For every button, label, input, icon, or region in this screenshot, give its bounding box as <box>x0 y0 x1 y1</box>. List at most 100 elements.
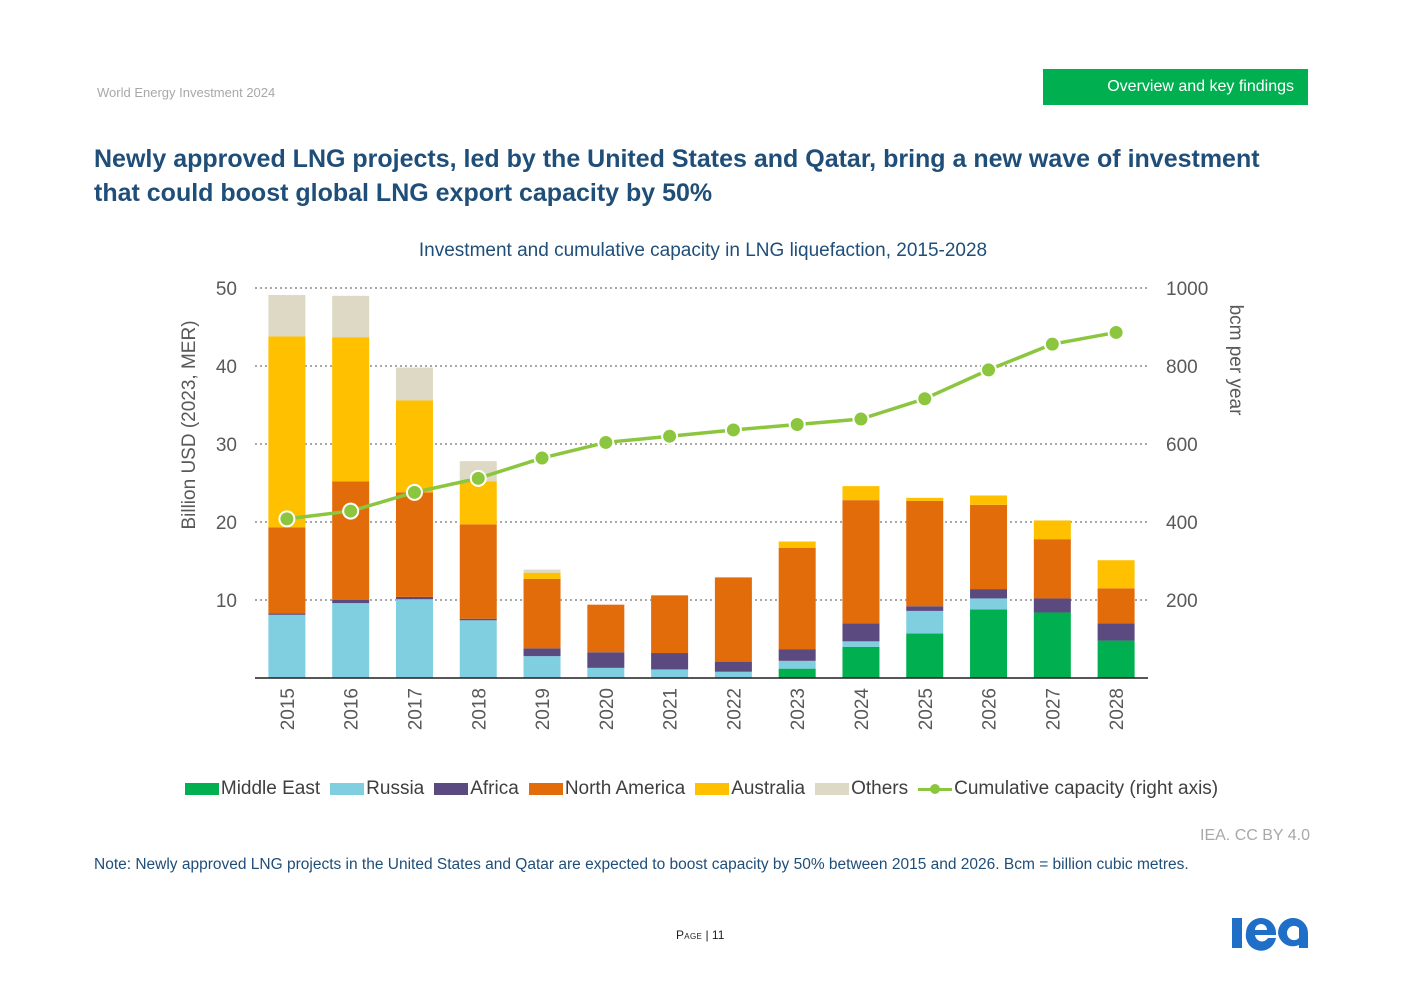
x-tick-label: 2016 <box>342 688 363 730</box>
bar-segment-middle-east <box>842 646 880 678</box>
bar-segment-north-america <box>1033 539 1071 599</box>
bar-segment-russia <box>714 671 752 678</box>
bar-segment-north-america <box>459 524 497 619</box>
bar-segment-middle-east <box>1033 612 1071 678</box>
page-number: Page | 11 <box>676 928 724 942</box>
gridlines: 10 200 20 400 30 600 40 800 50 1000 <box>216 279 1208 612</box>
legend-swatch <box>184 783 219 795</box>
x-tick-label: 2026 <box>980 688 1001 730</box>
bar-segment-africa <box>906 606 944 611</box>
x-tick-label: 2023 <box>788 688 809 730</box>
section-tab[interactable]: Overview and key findings <box>1043 69 1308 105</box>
bar-segment-australia <box>332 337 370 482</box>
bar-segment-africa <box>970 589 1008 599</box>
y2-tick-label: 400 <box>1166 513 1198 534</box>
bar-segment-africa <box>268 613 306 615</box>
bar-segment-russia <box>842 641 880 647</box>
x-tick-label: 2027 <box>1043 688 1064 730</box>
bar-segment-middle-east <box>1097 640 1135 678</box>
page-number-value: 11 <box>711 928 725 942</box>
bar-segment-middle-east <box>970 609 1008 678</box>
legend-item: Others <box>815 778 908 800</box>
x-tick-label: 2019 <box>533 688 554 730</box>
y2-tick-label: 800 <box>1166 357 1198 378</box>
bar-segment-russia <box>395 599 433 678</box>
bar-segment-russia <box>459 620 497 678</box>
bar-segment-north-america <box>842 500 880 624</box>
cumulative-capacity-point <box>597 433 615 451</box>
bar-stacks <box>268 295 1135 678</box>
bar-segment-australia <box>268 336 306 528</box>
bar-segment-others <box>332 295 370 338</box>
bar-segment-russia <box>970 598 1008 610</box>
bar-segment-north-america <box>906 500 944 607</box>
chart-legend: Middle East Russia Africa North America Aust… <box>0 778 1403 800</box>
bar-segment-russia <box>587 667 625 678</box>
legend-item: Russia <box>330 778 424 800</box>
bar-segment-north-america <box>970 504 1008 590</box>
bar-segment-australia <box>970 495 1008 505</box>
bar-segment-africa <box>651 653 689 670</box>
cumulative-capacity-point <box>916 390 934 408</box>
legend-label: Africa <box>470 778 519 799</box>
iea-logo-icon[interactable] <box>1232 914 1310 952</box>
cumulative-capacity-point <box>469 469 487 487</box>
bar-segment-russia <box>268 614 306 678</box>
cumulative-capacity-point <box>278 510 296 528</box>
x-tick-label: 2015 <box>278 688 299 730</box>
page-title: Newly approved LNG projects, led by the … <box>94 145 1260 207</box>
page-label: Page <box>676 928 703 942</box>
legend-label: Others <box>851 778 909 799</box>
bar-segment-australia <box>1097 560 1135 589</box>
bar-segment-russia <box>523 656 561 678</box>
bar-segment-north-america <box>523 578 561 649</box>
bar-segment-australia <box>906 497 944 501</box>
bar-segment-russia <box>332 603 370 678</box>
bar-segment-africa <box>1033 598 1071 613</box>
cumulative-capacity-point <box>661 427 679 445</box>
legend-swatch <box>434 783 469 795</box>
cumulative-capacity-point <box>342 502 360 520</box>
legend-item: Cumulative capacity (right axis) <box>918 778 1218 800</box>
legend-label: Cumulative capacity (right axis) <box>954 778 1219 799</box>
legend-item: Africa <box>434 778 519 800</box>
legend-label: Australia <box>731 778 806 799</box>
section-tab-label: Overview and key findings <box>1107 78 1294 95</box>
document-title: World Energy Investment 2024 <box>97 85 276 100</box>
page-separator: | <box>705 928 709 942</box>
legend-line-swatch <box>918 783 953 795</box>
x-tick-label: 2022 <box>724 688 745 730</box>
y-axis-label: Billion USD (2023, MER) <box>179 320 200 529</box>
legend-swatch <box>528 783 563 795</box>
lng-investment-chart: Investment and cumulative capacity in LN… <box>179 240 1246 731</box>
legend-item: Middle East <box>184 778 321 800</box>
x-tick-label: 2020 <box>597 688 618 730</box>
bar-segment-north-america <box>268 527 306 614</box>
legend-swatch <box>695 783 730 795</box>
y2-tick-label: 1000 <box>1166 279 1208 300</box>
bar-segment-north-america <box>1097 588 1135 624</box>
bar-segment-north-america <box>332 481 370 600</box>
cumulative-capacity-line <box>278 323 1125 528</box>
legend-label: Middle East <box>220 778 321 799</box>
y-tick-label: 20 <box>216 513 237 534</box>
cumulative-capacity-point <box>724 421 742 439</box>
bar-segment-middle-east <box>778 668 816 678</box>
legend-label: Russia <box>366 778 425 799</box>
x-tick-label: 2024 <box>852 688 873 731</box>
legend-item: North America <box>528 778 685 800</box>
y-tick-label: 10 <box>216 591 237 612</box>
bar-segment-north-america <box>714 577 752 662</box>
cumulative-capacity-point <box>1043 335 1061 353</box>
bar-segment-australia <box>459 481 497 525</box>
bar-segment-north-america <box>395 492 433 597</box>
bar-segment-africa <box>395 596 433 600</box>
cumulative-capacity-polyline <box>286 330 1117 521</box>
x-tick-label: 2018 <box>469 688 490 730</box>
y-tick-label: 50 <box>216 279 237 300</box>
bar-segment-africa <box>523 648 561 657</box>
cumulative-capacity-point <box>1107 323 1125 341</box>
legend-swatch <box>815 783 850 795</box>
y-tick-label: 40 <box>216 357 237 378</box>
bar-segment-australia <box>523 572 561 579</box>
